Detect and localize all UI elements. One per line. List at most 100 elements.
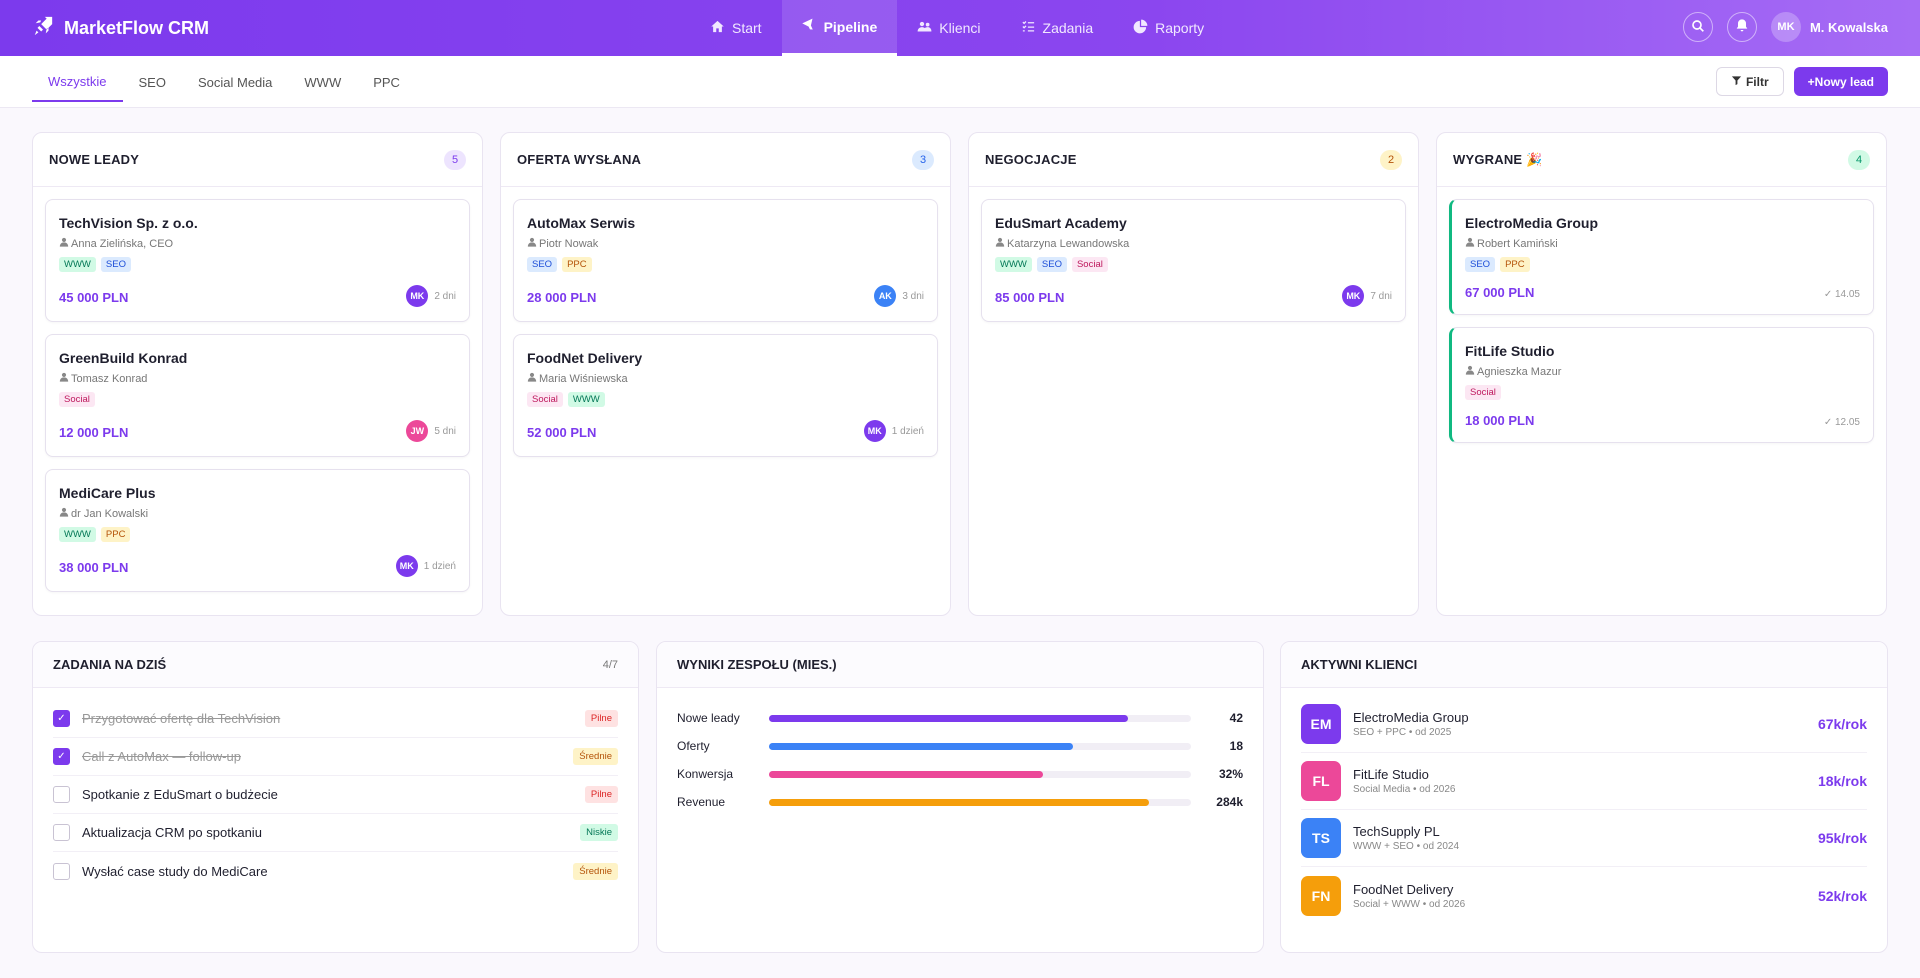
priority-badge: Niskie [580,824,618,841]
task-checkbox[interactable] [53,824,70,841]
user-name: M. Kowalska [1809,19,1888,35]
lead-card[interactable]: TechVision Sp. z o.o. Anna Zielińska, CE… [45,199,470,322]
task-checkbox[interactable]: ✓ [53,748,70,765]
lead-contact: Piotr Nowak [527,237,924,250]
person-icon [995,237,1005,250]
lead-card[interactable]: FitLife Studio Agnieszka Mazur Social 18… [1449,327,1874,443]
card-meta: ✓ 12.05 [1824,417,1860,428]
app-logo[interactable]: MarketFlow CRM [32,15,209,42]
won-date: ✓ 12.05 [1823,417,1860,428]
task-checkbox[interactable] [53,786,70,803]
card-list: ElectroMedia Group Robert Kamiński SEO PP… [1437,187,1886,443]
person-icon [527,372,537,385]
column-title: WYGRANE 🎉 [1453,151,1543,167]
nav-pipeline[interactable]: Pipeline [781,0,898,56]
metric-bar [769,798,1191,806]
service-tag: WWW [59,257,96,272]
lead-contact: Katarzyna Lewandowska [995,237,1392,250]
client-item[interactable]: FL FitLife Studio Social Media • od 2026 18… [1301,753,1867,810]
nav-pipeline-label: Pipeline [823,18,878,35]
lead-card[interactable]: MediCare Plus dr Jan Kowalski WWW PPC 38 … [45,469,470,592]
lead-company: EduSmart Academy [995,215,1127,231]
clients-panel-title: AKTYWNI KLIENCI [1301,657,1418,672]
service-tag: Social [59,392,95,407]
card-age: 1 dzień [423,560,456,572]
metric-label: Konwersja [677,767,734,781]
top-bar: MarketFlow CRM Start Pipeline Klienci Za… [0,0,1920,56]
person-icon [527,237,537,250]
tasks-progress: 4/7 [602,658,618,671]
card-list: EduSmart Academy Katarzyna Lewandowska W… [969,187,1418,322]
nav-raporty-label: Raporty [1155,20,1205,36]
client-info: FitLife Studio Social Media • od 2026 [1353,767,1818,795]
filter-tab-seo[interactable]: SEO [138,74,166,90]
nav-zadania[interactable]: Zadania [1001,0,1114,56]
user-menu[interactable]: MK M. Kowalska [1770,12,1888,42]
task-text: Aktualizacja CRM po spotkaniu [82,825,262,840]
lead-card[interactable]: FoodNet Delivery Maria Wiśniewska Social… [513,334,938,457]
filter-tab-ppc[interactable]: PPC [373,74,400,90]
tag-list: WWW PPC [59,527,456,542]
team-panel-title: WYNIKI ZESPOŁU (MIES.) [677,657,837,672]
new-lead-button[interactable]: +Nowy lead [1793,67,1888,96]
filter-tab-www[interactable]: WWW [304,74,342,90]
nav-raporty[interactable]: Raporty [1113,0,1224,56]
metric-value: 32% [1218,767,1243,781]
nav-klienci[interactable]: Klienci [897,0,1000,56]
metric-bar-fill [769,770,1044,778]
owner-avatar: MK [406,285,429,307]
task-left: Aktualizacja CRM po spotkaniu [53,824,262,841]
task-checkbox[interactable] [53,862,70,880]
lead-company: FoodNet Delivery [527,350,643,366]
metric-bar-fill [769,798,1149,806]
column-count-badge: 3 [912,149,934,170]
lead-card[interactable]: AutoMax Serwis Piotr Nowak SEO PPC 28 000… [513,199,938,322]
notifications-button[interactable] [1726,12,1757,42]
metric-value: 284k [1216,795,1243,809]
service-tag: SEO [527,257,558,272]
header-right: MK M. Kowalska [1669,12,1888,42]
task-item: ✓ Call z AutoMax — follow-up Średnie [53,738,618,776]
lead-card[interactable]: ElectroMedia Group Robert Kamiński SEO PP… [1449,199,1874,315]
metric-row: Revenue 284k [677,788,1243,816]
pipeline-column: NEGOCJACJE 2 EduSmart Academy Katarzyna … [968,132,1419,616]
filter-bar: Wszystkie SEO Social Media WWW PPC Filtr… [0,56,1920,108]
client-item[interactable]: TS TechSupply PL WWW + SEO • od 2024 95k/ro… [1301,810,1867,867]
filter-tab-social-media[interactable]: Social Media [197,74,273,90]
task-checkbox[interactable]: ✓ [53,710,70,727]
metric-label: Oferty [677,739,710,753]
service-tag: Social [527,392,563,407]
card-age: 1 dzień [891,425,924,437]
lead-card[interactable]: GreenBuild Konrad Tomasz Konrad Social 1… [45,334,470,457]
card-age: 7 dni [1370,290,1392,302]
lead-value: 52 000 PLN [527,425,597,440]
client-desc: SEO + PPC • od 2025 [1353,727,1452,738]
lead-contact: dr Jan Kowalski [59,507,456,520]
client-item[interactable]: EM ElectroMedia Group SEO + PPC • od 2025 6… [1301,696,1867,753]
card-age: 2 dni [434,290,456,302]
user-avatar: MK [1770,12,1801,42]
metric-row: Oferty 18 [677,732,1243,760]
lead-contact: Maria Wiśniewska [527,372,924,385]
filter-tab-wszystkie[interactable]: Wszystkie [32,62,123,102]
search-button[interactable] [1682,12,1713,42]
task-item: Aktualizacja CRM po spotkaniu Niskie [53,814,618,852]
client-item[interactable]: FN FoodNet Delivery Social + WWW • od 2026… [1301,867,1867,924]
task-left: ✓ Przygotować ofertę dla TechVision [53,710,280,727]
lead-card[interactable]: EduSmart Academy Katarzyna Lewandowska W… [981,199,1406,322]
filter-button[interactable]: Filtr [1715,67,1784,96]
lead-contact: Agnieszka Mazur [1465,365,1860,378]
card-meta: MK 2 dni [406,285,456,307]
tag-list: SEO PPC [527,257,924,272]
metrics-list: Nowe leady 42 Oferty 18 Konwersja 32% Revenue 2… [657,688,1263,816]
person-icon [59,372,69,385]
service-tag: PPC [100,527,131,542]
card-list: TechVision Sp. z o.o. Anna Zielińska, CE… [33,187,482,592]
won-date: ✓ 14.05 [1823,289,1860,300]
nav-start[interactable]: Start [690,0,782,56]
card-meta: MK 1 dzień [863,420,924,442]
column-title: NEGOCJACJE [985,152,1077,167]
pipeline-column: NOWE LEADY 5 TechVision Sp. z o.o. Anna … [32,132,483,616]
metric-value: 18 [1229,739,1243,753]
client-info: FoodNet Delivery Social + WWW • od 2026 [1353,882,1818,910]
